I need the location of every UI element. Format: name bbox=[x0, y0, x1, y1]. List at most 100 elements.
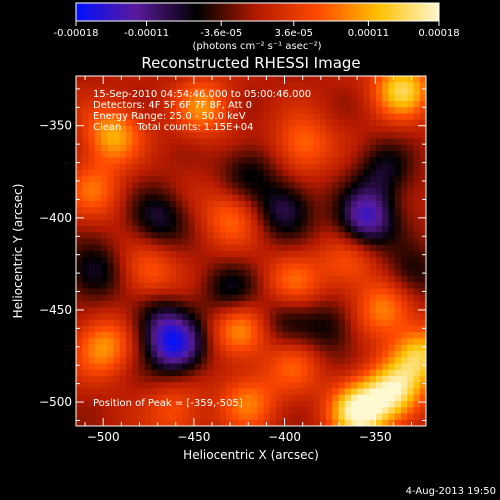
heatmap-cell bbox=[188, 401, 196, 408]
heatmap-cell bbox=[101, 251, 108, 258]
heatmap-cell bbox=[357, 251, 365, 258]
heatmap-cell bbox=[419, 263, 426, 271]
heatmap-cell bbox=[338, 363, 346, 371]
heatmap-cell bbox=[419, 132, 426, 140]
heatmap-cell bbox=[238, 332, 246, 340]
heatmap-cell bbox=[382, 101, 390, 108]
heatmap-cell bbox=[294, 419, 302, 426]
annotation-time-range: 15-Sep-2010 04:54:46.000 to 05:00:46.000 bbox=[93, 89, 311, 100]
heatmap-cell bbox=[157, 394, 165, 402]
heatmap-cell bbox=[207, 376, 215, 383]
heatmap-cell bbox=[244, 194, 252, 202]
heatmap-cell bbox=[351, 226, 358, 233]
heatmap-cell bbox=[194, 401, 202, 408]
heatmap-cell bbox=[82, 94, 90, 102]
heatmap-cell bbox=[263, 201, 271, 208]
heatmap-cell bbox=[419, 194, 426, 202]
heatmap-cell bbox=[332, 82, 340, 90]
heatmap-cell bbox=[351, 132, 358, 140]
heatmap-cell bbox=[207, 251, 215, 258]
heatmap-cell bbox=[157, 157, 165, 165]
heatmap-cell bbox=[207, 363, 215, 371]
heatmap-cell bbox=[169, 301, 177, 308]
heatmap-cell bbox=[101, 238, 108, 246]
heatmap-cell bbox=[194, 101, 202, 108]
heatmap-cell bbox=[351, 238, 358, 246]
heatmap-cell bbox=[401, 388, 408, 396]
heatmap-cell bbox=[319, 351, 327, 358]
heatmap-cell bbox=[132, 394, 140, 402]
heatmap-cell bbox=[269, 338, 277, 346]
heatmap-cell bbox=[101, 351, 108, 358]
heatmap-cell bbox=[132, 238, 140, 246]
heatmap-cell bbox=[351, 376, 358, 383]
heatmap-cell bbox=[382, 394, 390, 402]
heatmap-cell bbox=[194, 351, 202, 358]
heatmap-cell bbox=[244, 332, 252, 340]
heatmap-cell bbox=[107, 82, 115, 90]
heatmap-cell bbox=[101, 276, 108, 283]
heatmap-cell bbox=[413, 244, 421, 252]
heatmap-cell bbox=[82, 307, 90, 315]
y-tick-label: −500 bbox=[39, 395, 72, 409]
heatmap-cell bbox=[138, 244, 146, 252]
heatmap-cell bbox=[382, 413, 390, 421]
heatmap-cell bbox=[151, 76, 158, 83]
heatmap-cell bbox=[401, 194, 408, 202]
heatmap-cell bbox=[151, 138, 158, 146]
heatmap-cell bbox=[382, 376, 390, 383]
heatmap-cell bbox=[394, 282, 402, 290]
heatmap-cell bbox=[338, 188, 346, 196]
heatmap-cell bbox=[176, 201, 183, 208]
heatmap-cell bbox=[363, 126, 371, 133]
heatmap-cell bbox=[238, 326, 246, 333]
heatmap-cell bbox=[132, 94, 140, 102]
heatmap-cell bbox=[213, 88, 221, 96]
heatmap-cell bbox=[351, 151, 358, 158]
heatmap-cell bbox=[413, 82, 421, 90]
heatmap-cell bbox=[163, 107, 171, 115]
heatmap-cell bbox=[132, 313, 140, 321]
heatmap-cell bbox=[107, 101, 115, 108]
heatmap-cell bbox=[376, 219, 383, 227]
heatmap-cell bbox=[294, 401, 302, 408]
heatmap-cell bbox=[88, 238, 96, 246]
heatmap-cell bbox=[294, 394, 302, 402]
heatmap-cell bbox=[144, 382, 152, 390]
heatmap-cell bbox=[257, 294, 265, 302]
heatmap-cell bbox=[182, 407, 190, 415]
heatmap-cell bbox=[307, 363, 315, 371]
heatmap-cell bbox=[294, 201, 302, 208]
x-axis-label: Heliocentric X (arcsec) bbox=[183, 448, 319, 462]
heatmap-cell bbox=[213, 282, 221, 290]
heatmap-cell bbox=[201, 363, 208, 371]
heatmap-cell bbox=[282, 338, 290, 346]
heatmap-cell bbox=[101, 282, 108, 290]
heatmap-cell bbox=[313, 238, 321, 246]
heatmap-cell bbox=[157, 132, 165, 140]
heatmap-cell bbox=[313, 232, 321, 240]
heatmap-cell bbox=[232, 413, 240, 421]
heatmap-cell bbox=[82, 382, 90, 390]
heatmap-cell bbox=[107, 369, 115, 377]
heatmap-cell bbox=[294, 307, 302, 315]
x-tick-label: −500 bbox=[87, 430, 120, 444]
heatmap-cell bbox=[107, 76, 115, 83]
heatmap-cell bbox=[401, 201, 408, 208]
heatmap-cell bbox=[332, 344, 340, 352]
heatmap-cell bbox=[176, 301, 183, 308]
heatmap-cells bbox=[76, 76, 426, 426]
heatmap-cell bbox=[363, 338, 371, 346]
heatmap-cell bbox=[413, 238, 421, 246]
heatmap-cell bbox=[376, 332, 383, 340]
heatmap-cell bbox=[294, 176, 302, 183]
heatmap-cell bbox=[376, 357, 383, 365]
heatmap-cell bbox=[251, 407, 258, 415]
heatmap-cell bbox=[138, 182, 146, 190]
heatmap-cell bbox=[144, 407, 152, 415]
heatmap-cell bbox=[363, 413, 371, 421]
heatmap-cell bbox=[194, 244, 202, 252]
heatmap-cell bbox=[413, 269, 421, 277]
heatmap-cell bbox=[269, 351, 277, 358]
heatmap-cell bbox=[238, 151, 246, 158]
